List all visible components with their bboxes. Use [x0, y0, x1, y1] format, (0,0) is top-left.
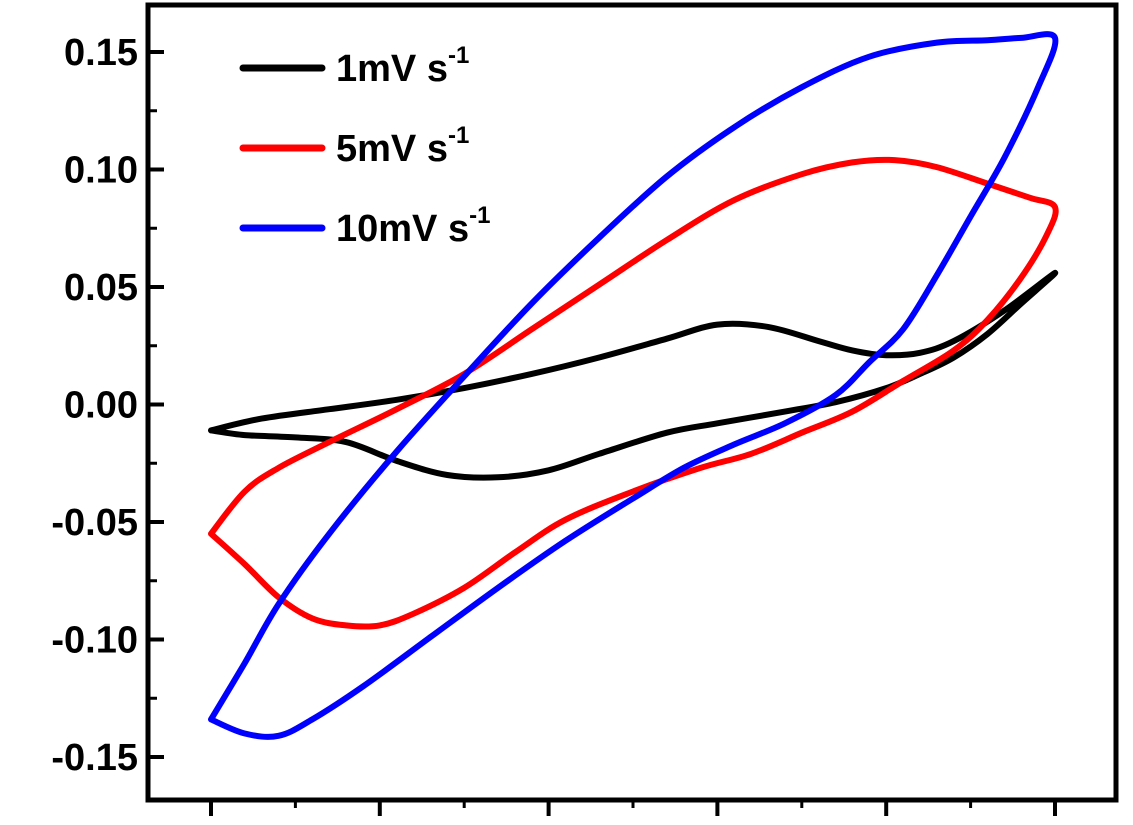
series-line-2 — [208, 156, 1059, 630]
y-tick-label: 0.15 — [64, 32, 138, 74]
y-tick-label: 0.05 — [64, 267, 138, 309]
legend-label-text: 10mV s — [336, 208, 469, 250]
series-line-1 — [208, 269, 1059, 481]
legend-label-superscript: -1 — [448, 42, 469, 69]
y-tick-label: -0.10 — [51, 620, 138, 662]
legend-label-2: 5mV s-1 — [336, 122, 469, 170]
y-tick-label: -0.05 — [51, 502, 138, 544]
series-layer — [208, 31, 1059, 740]
legend-label-text: 1mV s — [336, 48, 448, 90]
legend-label-superscript: -1 — [469, 202, 490, 229]
series-line-3 — [208, 31, 1059, 740]
x-axis — [209, 798, 1057, 816]
legend-label-text: 5mV s — [336, 128, 448, 170]
y-axis: 0.15 0.10 0.05 0.00 -0.05 -0.10 -0.15 — [51, 32, 164, 779]
y-tick-label: -0.15 — [51, 737, 138, 779]
legend-label-1: 1mV s-1 — [336, 42, 469, 90]
y-tick-label: 0.10 — [64, 150, 138, 192]
y-tick-label: 0.00 — [64, 385, 138, 427]
plot-frame — [145, 2, 1119, 803]
legend-label-superscript: -1 — [448, 122, 469, 149]
legend-label-3: 10mV s-1 — [336, 202, 490, 250]
